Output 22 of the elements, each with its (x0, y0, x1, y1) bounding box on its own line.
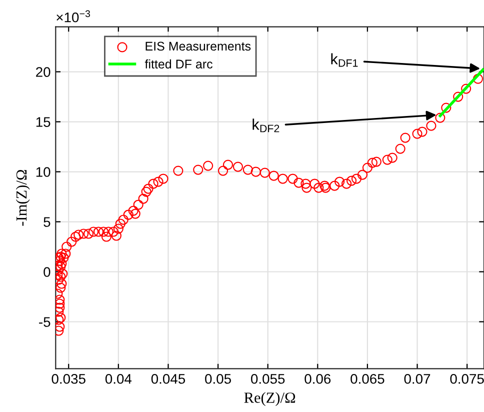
x-tick-label: 0.04 (105, 374, 132, 384)
annotation: k$_{DF1}$ (331, 53, 358, 67)
x-tick-label: 0.035 (52, 374, 86, 384)
x-tick-label: 0.07 (404, 374, 430, 384)
legend-label: fitted DF arc (144, 59, 212, 69)
x-tick-label: 0.055 (251, 374, 285, 384)
y-tick-label: 0 (44, 267, 50, 277)
legend-label: EIS Measurements (146, 42, 251, 51)
annotation: k$_{DF2}$ (252, 118, 280, 132)
y-tick-label: -5 (39, 317, 50, 327)
x-axis-title: Re(Z)/Ω (244, 392, 296, 406)
x-tick-label: 0.065 (350, 374, 384, 384)
x-tick-label: 0.045 (151, 374, 186, 384)
y-tick-label: 5 (44, 217, 50, 227)
x-tick-label: 0.05 (205, 374, 231, 384)
y-tick-label: 10 (36, 167, 50, 177)
y-axis-title: -Im(Z)/Ω (16, 170, 30, 226)
x-tick-label: 0.06 (304, 374, 331, 384)
y-tick-label: 15 (36, 117, 50, 127)
y-tick-label: 20 (36, 67, 50, 77)
x-tick-label: 0.075 (450, 374, 484, 384)
text: ×10$^{−3}$ (56, 10, 90, 22)
